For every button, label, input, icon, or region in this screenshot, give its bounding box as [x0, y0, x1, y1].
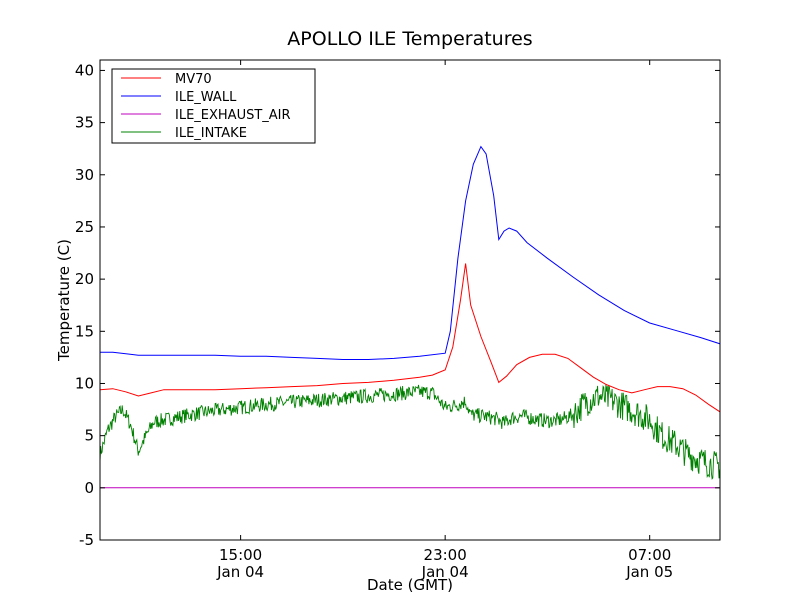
x-axis-label: Date (GMT)	[367, 576, 453, 594]
legend-box	[111, 68, 316, 144]
series-layer	[100, 145, 720, 489]
y-tick-label: 10	[75, 374, 94, 392]
y-tick-label: 0	[84, 479, 94, 497]
x-tick-date-label: Jan 04	[216, 563, 264, 581]
legend-label-ile-intake: ILE_INTAKE	[175, 126, 247, 141]
series-line-ile-intake	[100, 384, 720, 480]
legend-label-mv70: MV70	[175, 72, 212, 87]
x-tick-time-label: 23:00	[424, 546, 467, 564]
y-tick-label: 25	[75, 218, 94, 236]
x-tick-time-label: 07:00	[628, 546, 671, 564]
plot-frame	[99, 59, 721, 541]
series-line-mv70	[100, 263, 720, 413]
y-tick-label: 5	[84, 427, 94, 445]
x-tick-time-label: 15:00	[219, 546, 262, 564]
chart-title: APOLLO ILE Temperatures	[287, 28, 532, 50]
y-tick-label: 35	[75, 114, 94, 132]
x-tick-date-label: Jan 04	[421, 563, 469, 581]
legend-label-ile-wall: ILE_WALL	[175, 90, 237, 105]
y-tick-label: 15	[75, 322, 94, 340]
y-tick-label: -5	[79, 531, 94, 549]
legend-label-ile-exhaust-air: ILE_EXHAUST_AIR	[175, 108, 291, 123]
legend: MV70 ILE_WALL ILE_EXHAUST_AIR ILE_INTAKE	[111, 68, 316, 144]
y-tick-label: 40	[75, 61, 94, 79]
y-tick-label: 30	[75, 166, 94, 184]
series-line-ile-wall	[100, 145, 720, 360]
y-tick-label: 20	[75, 270, 94, 288]
y-axis-label: Temperature (C)	[55, 239, 73, 362]
x-tick-date-label: Jan 05	[625, 563, 673, 581]
